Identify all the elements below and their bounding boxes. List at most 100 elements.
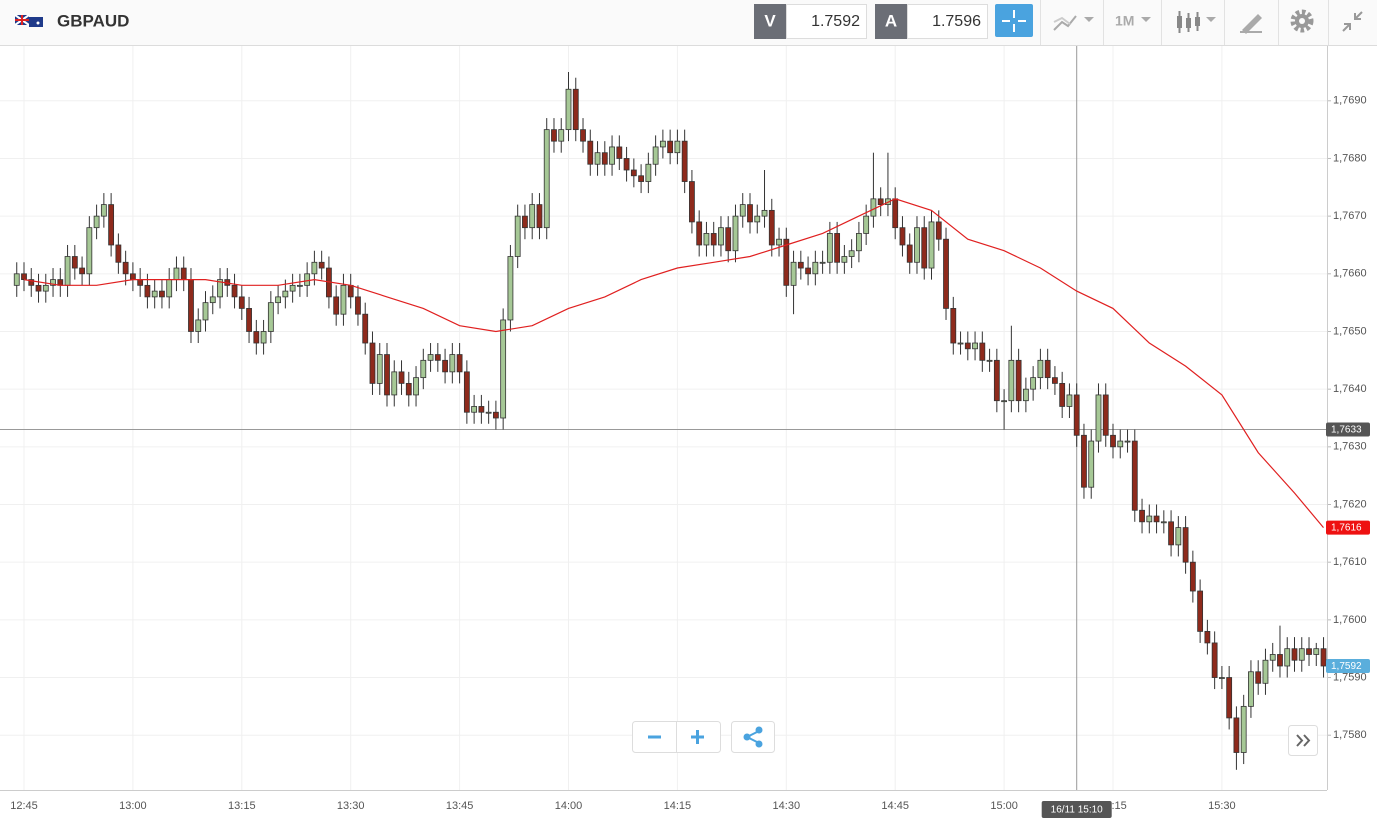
candle-body	[449, 354, 456, 373]
candle-body	[580, 129, 586, 142]
candle-body	[870, 198, 877, 217]
candle-body	[1277, 654, 1283, 667]
candle-body	[1298, 648, 1305, 661]
y-tick-label: 1,7670	[1333, 210, 1367, 222]
candle-body	[1037, 359, 1044, 379]
candle-body	[892, 198, 899, 229]
price-tag-label: 1,7592	[1331, 661, 1362, 672]
candle-body	[1226, 677, 1233, 719]
candle-body	[1262, 659, 1269, 684]
candle-body	[500, 319, 507, 419]
timeframe-caret	[1141, 17, 1151, 22]
candle-body	[565, 88, 572, 131]
draw-button[interactable]	[1240, 14, 1262, 34]
candle-body	[645, 163, 652, 182]
y-tick-label: 1,7610	[1333, 556, 1367, 568]
candle-body	[1139, 509, 1145, 523]
bid-badge[interactable]	[754, 4, 786, 39]
candle-body	[21, 273, 27, 280]
x-tick-label: 13:30	[337, 800, 365, 812]
candle-body	[1066, 394, 1073, 407]
candle-body	[863, 215, 870, 234]
candle-body	[289, 284, 296, 292]
candle-body	[899, 227, 906, 246]
candle-body	[122, 261, 129, 275]
candle-body	[333, 296, 340, 315]
x-tick-label: 13:15	[228, 800, 256, 812]
crosshair-time-label: 16/11 15:10	[1051, 805, 1104, 816]
candle-body	[1219, 677, 1225, 679]
x-tick-label: 14:15	[664, 800, 692, 812]
candle-body	[318, 261, 325, 269]
scroll-latest-button[interactable]	[1288, 725, 1318, 756]
zoom-in-button[interactable]	[691, 730, 704, 744]
candle-body	[13, 273, 20, 286]
candle-body	[1073, 394, 1080, 436]
y-tick-label: 1,7640	[1333, 383, 1367, 395]
candle-body	[1030, 377, 1037, 390]
candle-body	[137, 279, 144, 286]
candle-body	[739, 204, 746, 217]
candle-body	[129, 273, 136, 280]
candle-body	[282, 290, 289, 298]
candle-body	[1052, 377, 1058, 384]
candle-body	[986, 359, 993, 362]
candle-body	[471, 406, 478, 413]
candle-body	[1197, 590, 1204, 632]
zoom-controls	[632, 721, 775, 753]
candle-body	[420, 359, 427, 379]
x-tick-label: 13:00	[119, 800, 147, 812]
candle-body	[805, 267, 811, 275]
ask-badge[interactable]	[875, 4, 907, 39]
candle-body	[747, 204, 753, 223]
candle-body	[478, 406, 485, 413]
crosshair-time-tag	[1041, 801, 1112, 818]
bid-price: 1.7592	[811, 13, 860, 30]
candle-body	[972, 342, 978, 350]
candle-body	[659, 140, 666, 148]
moving-average	[23, 198, 1324, 528]
x-tick-label: 15:00	[990, 800, 1018, 812]
candle-body	[434, 354, 441, 361]
y-tick-label: 1,7680	[1333, 152, 1367, 164]
bid-label: V	[764, 11, 776, 30]
candle-body	[42, 284, 49, 292]
timeframe[interactable]: 1M	[1115, 13, 1134, 29]
collapse-button[interactable]	[1342, 11, 1363, 32]
candle-body	[587, 140, 594, 165]
candle-body	[369, 342, 376, 384]
x-tick-label: 15:30	[1208, 800, 1236, 812]
candle-body	[1189, 561, 1196, 592]
share-button[interactable]	[731, 721, 775, 753]
candle-body	[514, 215, 521, 257]
x-tick-label: 14:00	[555, 800, 583, 812]
candle-body	[188, 279, 194, 332]
indicator-button[interactable]	[1053, 15, 1094, 31]
candle-body	[594, 152, 601, 165]
chart-type-button[interactable]	[1177, 11, 1216, 33]
candle-body	[427, 354, 434, 361]
candle-body	[166, 279, 173, 298]
candle-body	[522, 215, 528, 229]
candle-body	[376, 354, 383, 384]
candle-body	[1117, 440, 1124, 448]
candle-body	[964, 342, 971, 350]
candle-body	[159, 290, 165, 298]
candle-body	[877, 198, 884, 206]
candle-body	[638, 175, 644, 182]
candle-body	[1015, 359, 1022, 402]
candle-body	[413, 377, 419, 396]
flag-icon	[14, 14, 43, 27]
candle-body	[1248, 671, 1254, 707]
crosshair-button[interactable]	[995, 4, 1033, 37]
settings-button[interactable]	[1290, 9, 1314, 33]
price-tag-label: 1,7616	[1331, 523, 1362, 534]
candle-body	[311, 261, 318, 275]
candle-body	[64, 256, 71, 286]
toolbar: GBPAUD V 1.7592 A 1.7596 1M	[0, 0, 1377, 46]
candle-body	[993, 359, 1000, 402]
candle-body	[950, 308, 957, 344]
plot-area: 1,7580 1,7590 1,7600 1,7610 1,7620 1,7630 1,76…	[0, 46, 1370, 818]
